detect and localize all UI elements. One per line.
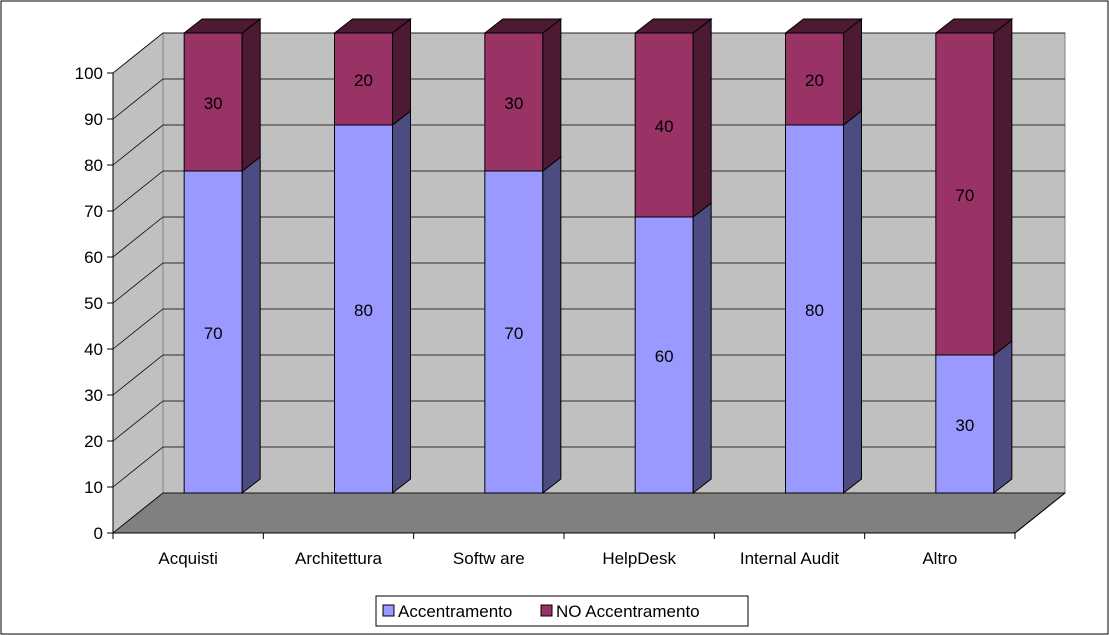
bar-side bbox=[543, 157, 561, 493]
x-tick-label: Internal Audit bbox=[740, 549, 840, 568]
y-tick-label: 40 bbox=[84, 340, 103, 359]
x-tick-label: HelpDesk bbox=[602, 549, 676, 568]
data-label: 60 bbox=[655, 347, 674, 366]
y-tick-label: 90 bbox=[84, 110, 103, 129]
bar-segment: 70 bbox=[936, 19, 1012, 355]
data-label: 30 bbox=[504, 94, 523, 113]
bar-side bbox=[844, 19, 862, 125]
y-tick-label: 10 bbox=[84, 478, 103, 497]
bar-segment: 80 bbox=[335, 111, 411, 493]
bar-side bbox=[543, 19, 561, 171]
bar-segment: 30 bbox=[184, 19, 260, 171]
y-tick-label: 0 bbox=[94, 524, 103, 543]
data-label: 40 bbox=[655, 117, 674, 136]
floor bbox=[113, 493, 1065, 533]
legend-swatch bbox=[541, 605, 552, 616]
bar-segment: 60 bbox=[635, 203, 711, 493]
bar-side bbox=[242, 157, 260, 493]
bar-segment: 70 bbox=[184, 157, 260, 493]
bar-side bbox=[693, 19, 711, 217]
bar-side bbox=[844, 111, 862, 493]
data-label: 30 bbox=[204, 94, 223, 113]
data-label: 30 bbox=[955, 416, 974, 435]
data-label: 20 bbox=[805, 71, 824, 90]
y-tick-label: 100 bbox=[75, 64, 103, 83]
y-tick-label: 80 bbox=[84, 156, 103, 175]
x-tick-label: Softw are bbox=[453, 549, 525, 568]
bar-segment: 20 bbox=[786, 19, 862, 125]
y-tick-label: 30 bbox=[84, 386, 103, 405]
y-tick-label: 50 bbox=[84, 294, 103, 313]
bar-segment: 80 bbox=[786, 111, 862, 493]
bar-side bbox=[994, 19, 1012, 355]
data-label: 20 bbox=[354, 71, 373, 90]
bar-side bbox=[994, 341, 1012, 493]
bar-side bbox=[242, 19, 260, 171]
bar-segment: 70 bbox=[485, 157, 561, 493]
data-label: 80 bbox=[354, 301, 373, 320]
data-label: 80 bbox=[805, 301, 824, 320]
bar-segment: 30 bbox=[936, 341, 1012, 493]
x-tick-label: Architettura bbox=[295, 549, 382, 568]
bar-segment: 30 bbox=[485, 19, 561, 171]
x-tick-label: Acquisti bbox=[158, 549, 218, 568]
data-label: 70 bbox=[204, 324, 223, 343]
data-label: 70 bbox=[955, 186, 974, 205]
bar-side bbox=[393, 111, 411, 493]
bar-side bbox=[393, 19, 411, 125]
y-tick-label: 20 bbox=[84, 432, 103, 451]
bar-segment: 40 bbox=[635, 19, 711, 217]
bar-segment: 20 bbox=[335, 19, 411, 125]
bar-side bbox=[693, 203, 711, 493]
y-tick-label: 60 bbox=[84, 248, 103, 267]
x-tick-label: Altro bbox=[922, 549, 957, 568]
legend-label: NO Accentramento bbox=[556, 602, 700, 621]
legend: Accentramento NO Accentramento bbox=[376, 596, 748, 626]
legend-swatch bbox=[383, 605, 394, 616]
legend-label: Accentramento bbox=[398, 602, 512, 621]
data-label: 70 bbox=[504, 324, 523, 343]
y-tick-label: 70 bbox=[84, 202, 103, 221]
